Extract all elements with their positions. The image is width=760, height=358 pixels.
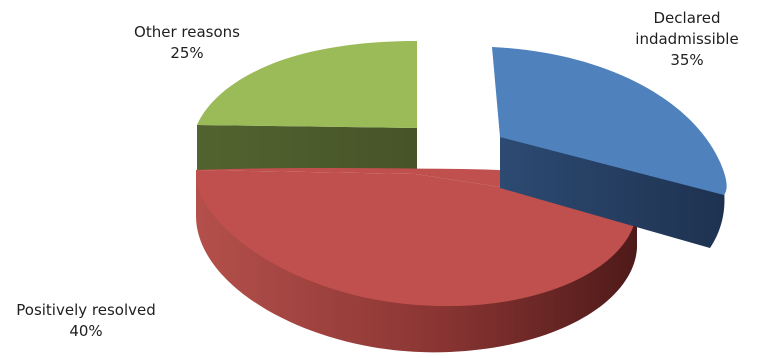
pie-slice-other-reasons — [197, 41, 417, 172]
slice-label-declared-line1: Declared — [653, 9, 721, 27]
pie-slice-declared-indadmissible-top — [492, 47, 727, 195]
pie-slice-declared-indadmissible — [492, 47, 727, 248]
pie-slice-other-reasons-top — [197, 41, 417, 128]
pie-slice-other-reasons-side — [197, 125, 417, 172]
slice-label-positive-line1: Positively resolved — [16, 301, 156, 319]
slice-label-declared-percent: 35% — [670, 51, 704, 69]
slice-label-positive-percent: 40% — [69, 322, 103, 340]
pie-slice-positively-resolved — [196, 168, 637, 353]
slice-label-other-percent: 25% — [170, 44, 204, 62]
pie-slice-positively-resolved-top — [196, 170, 637, 307]
slice-label-positive: Positively resolved 40% — [0, 300, 172, 342]
slice-label-other: Other reasons 25% — [112, 22, 262, 64]
slice-label-other-line1: Other reasons — [134, 23, 240, 41]
slice-label-declared-line2: indadmissible — [635, 30, 739, 48]
slice-label-declared: Declared indadmissible 35% — [612, 8, 760, 71]
